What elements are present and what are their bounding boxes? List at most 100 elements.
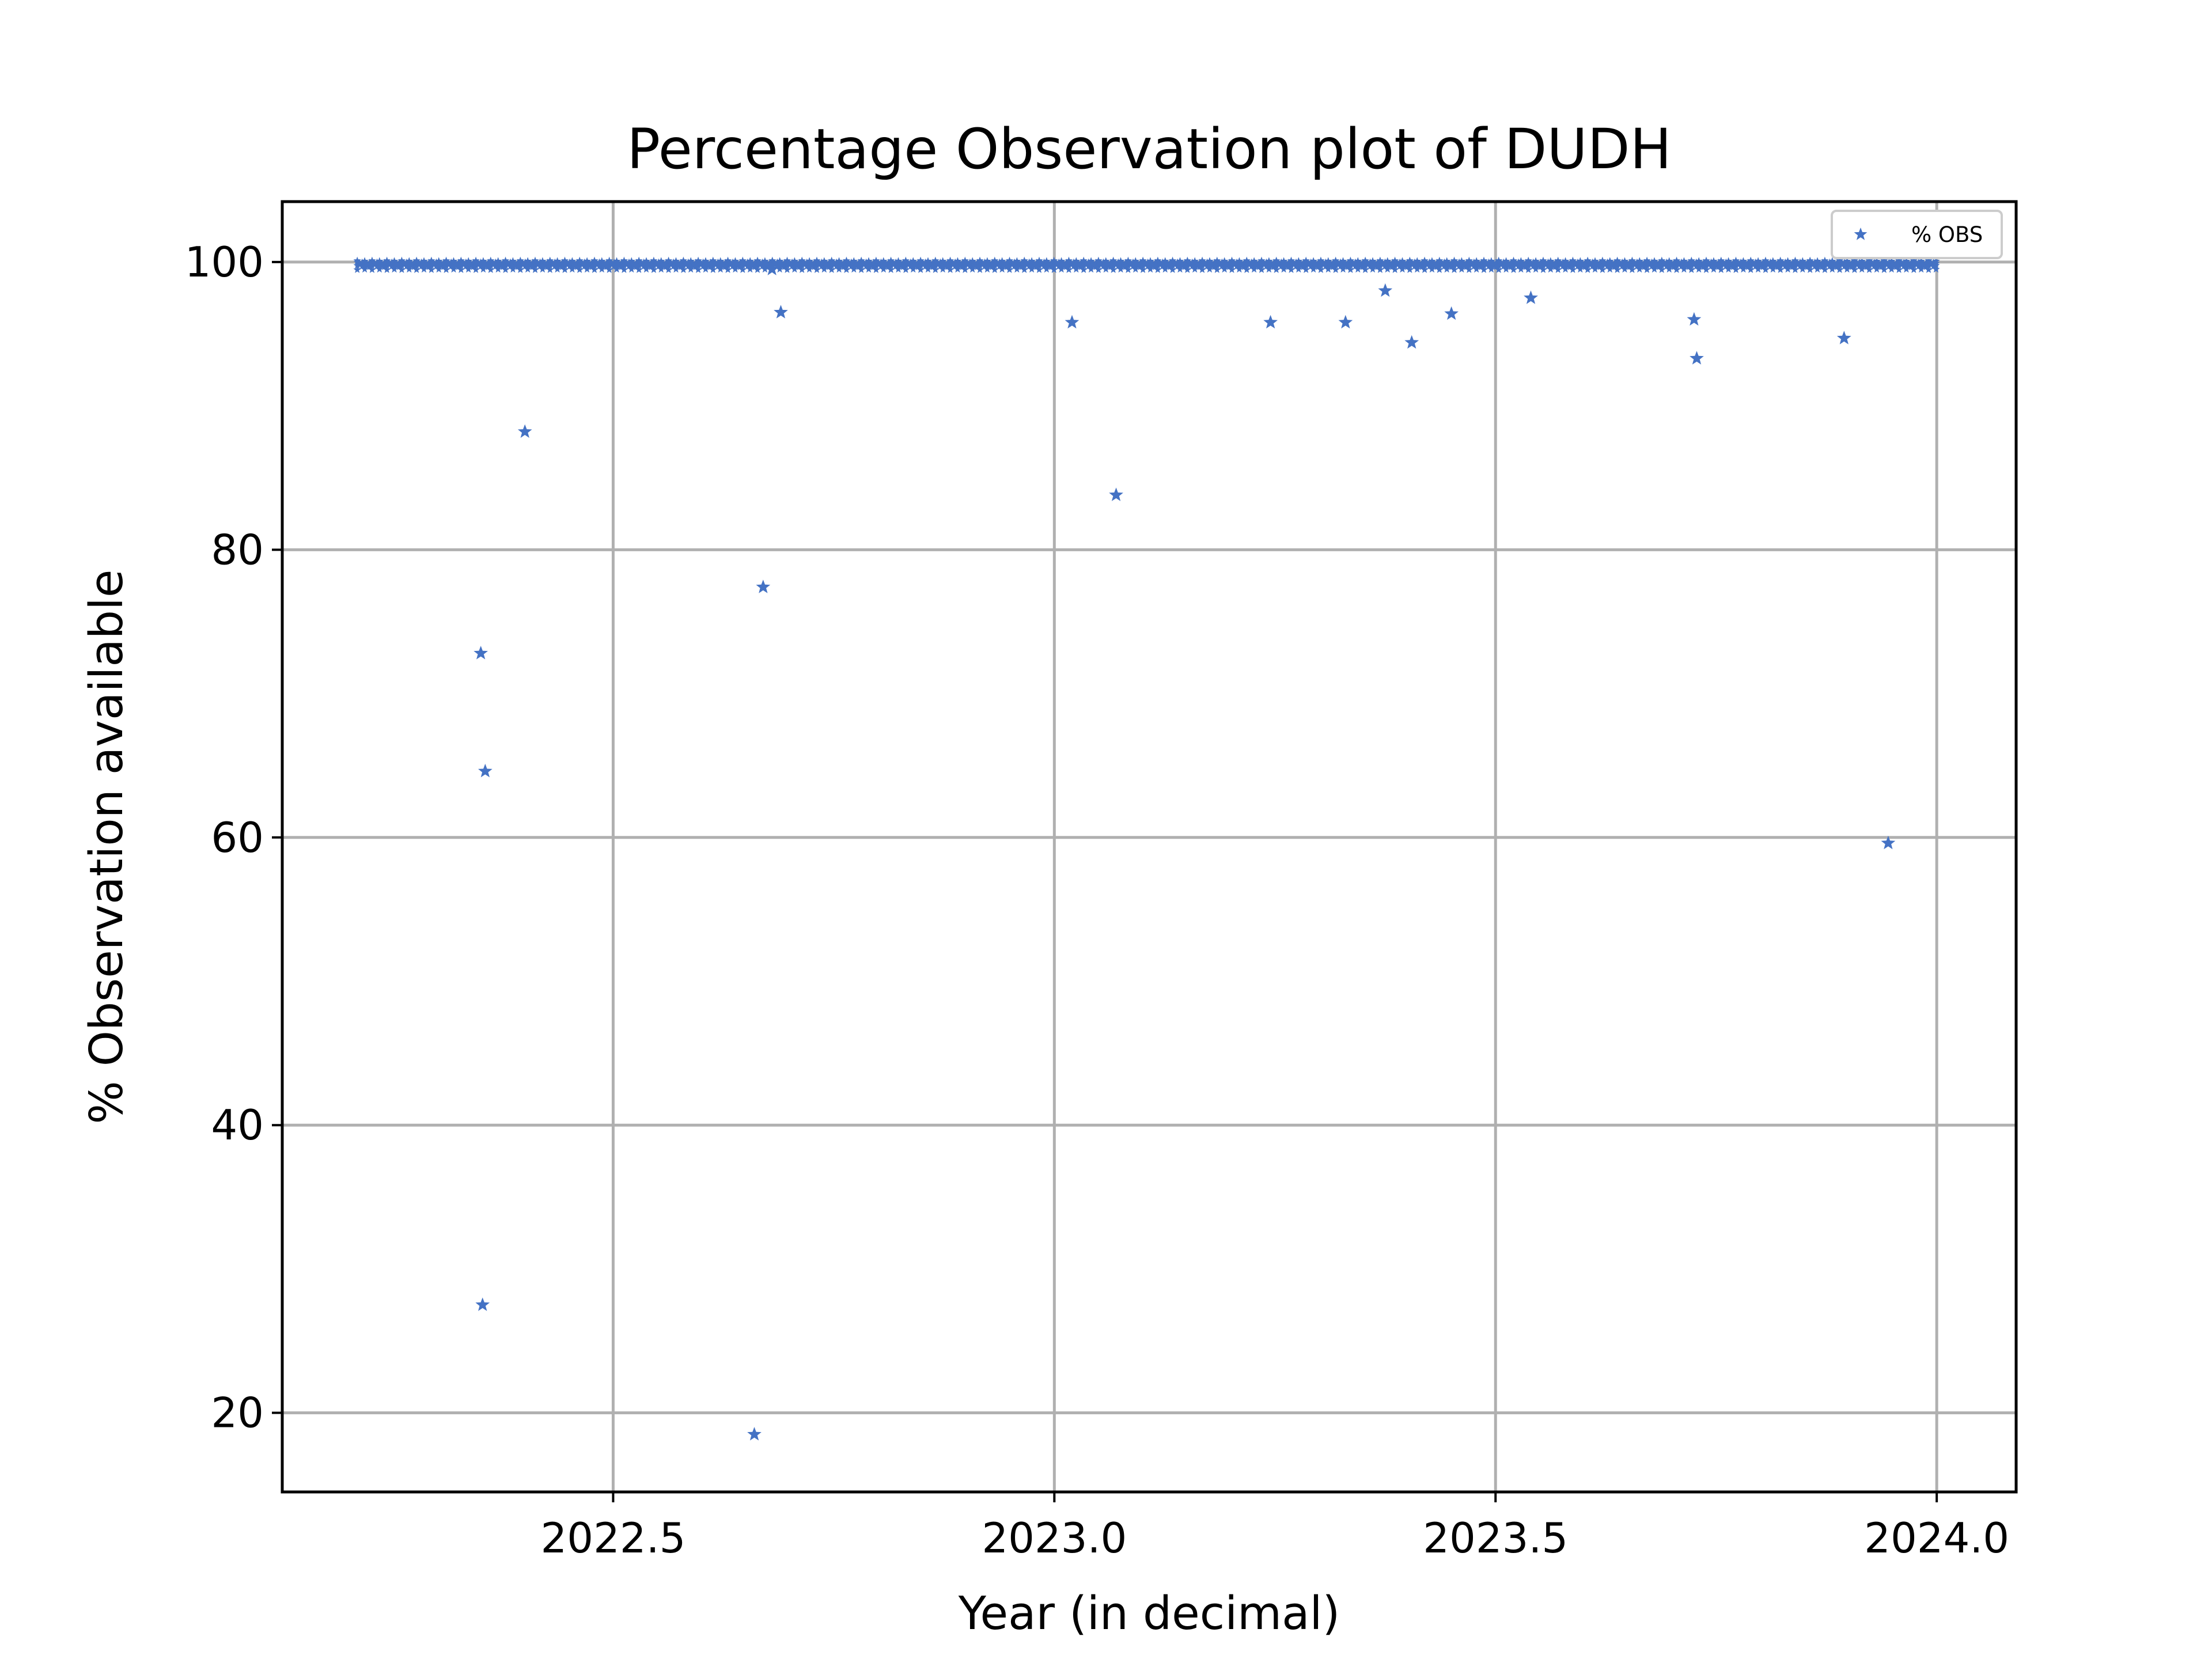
band-point (1702, 262, 1710, 269)
band-point (1554, 266, 1562, 273)
band-point (1700, 259, 1708, 266)
band-point (1257, 266, 1266, 273)
band-point (1329, 263, 1337, 270)
band-point (1050, 266, 1058, 273)
band-point (501, 256, 510, 264)
band-point (1307, 262, 1315, 270)
band-point (1478, 259, 1486, 266)
band-point (988, 259, 997, 266)
band-point (1183, 262, 1191, 269)
band-point (575, 266, 584, 273)
band-point (1578, 260, 1587, 267)
band-point (563, 259, 571, 267)
band-point (583, 265, 591, 273)
band-point (902, 262, 910, 269)
band-point (838, 260, 846, 267)
band-point (768, 256, 777, 264)
band-point (1035, 256, 1043, 264)
data-point (1444, 306, 1459, 320)
band-point (575, 262, 584, 269)
band-point (491, 262, 499, 270)
band-point (1843, 265, 1851, 273)
band-point (1480, 256, 1488, 264)
band-point (1047, 263, 1056, 270)
band-point (1183, 266, 1191, 273)
band-point (1729, 259, 1737, 266)
band-point (665, 256, 673, 264)
band-point (907, 262, 915, 270)
band-point (1304, 259, 1313, 267)
band-point (1527, 259, 1535, 267)
band-point (1850, 262, 1858, 269)
band-point (1509, 256, 1518, 264)
band-point (1183, 256, 1191, 264)
band-point (590, 266, 599, 273)
band-point (721, 259, 729, 266)
band-point (1179, 260, 1187, 267)
band-point (805, 257, 813, 264)
band-point (551, 262, 559, 270)
data-point (1263, 315, 1278, 329)
band-point (753, 256, 762, 264)
band-point (1225, 263, 1233, 270)
band-point (1448, 263, 1456, 270)
band-point (1373, 259, 1382, 266)
band-point (1109, 266, 1118, 273)
band-point (842, 266, 851, 273)
band-point (1524, 266, 1532, 273)
band-point (1804, 263, 1812, 270)
band-point (1917, 265, 1925, 273)
band-point (1122, 263, 1130, 270)
y-ticks: 20 40 60 80 100 (185, 238, 282, 1437)
band-point (944, 259, 952, 266)
band-point (536, 262, 544, 270)
band-point (1658, 262, 1666, 269)
band-point (1294, 257, 1302, 264)
band-point (1022, 259, 1031, 267)
band-point (939, 265, 947, 273)
band-point (1129, 262, 1137, 270)
band-point (524, 265, 532, 273)
band-point (1665, 265, 1673, 273)
band-point (1865, 266, 1873, 273)
band-point (672, 257, 680, 264)
band-point (778, 260, 786, 267)
band-point (1401, 260, 1409, 267)
band-point (1490, 260, 1498, 267)
band-point (956, 260, 964, 267)
band-point (660, 260, 668, 267)
band-point (566, 262, 574, 270)
band-point (1302, 266, 1310, 273)
band-point (1107, 259, 1115, 266)
band-point (1361, 256, 1369, 264)
band-point (363, 260, 371, 267)
band-point (543, 259, 552, 266)
band-point (1057, 257, 1066, 264)
band-point (1450, 256, 1459, 264)
band-point (620, 266, 628, 273)
band-point (1450, 262, 1459, 269)
band-point (672, 265, 680, 273)
band-point (1819, 263, 1827, 270)
band-point (1094, 262, 1103, 269)
data-point (1687, 312, 1702, 326)
band-point (1672, 266, 1681, 273)
band-point (1687, 262, 1695, 269)
data-point (478, 763, 493, 778)
band-point (1670, 263, 1678, 270)
x-tick-label: 2024.0 (1864, 1514, 2009, 1562)
band-point (1418, 263, 1426, 270)
band-point (1783, 265, 1792, 273)
band-point (1873, 265, 1881, 273)
band-point (1566, 263, 1574, 270)
data-point (474, 646, 488, 660)
band-point (1233, 262, 1241, 270)
band-point (376, 265, 384, 273)
band-point (968, 265, 976, 273)
band-point (880, 265, 888, 273)
band-point (810, 263, 819, 270)
band-point (1463, 263, 1471, 270)
band-point (531, 266, 539, 273)
band-point (1547, 265, 1555, 273)
band-point (953, 265, 962, 273)
